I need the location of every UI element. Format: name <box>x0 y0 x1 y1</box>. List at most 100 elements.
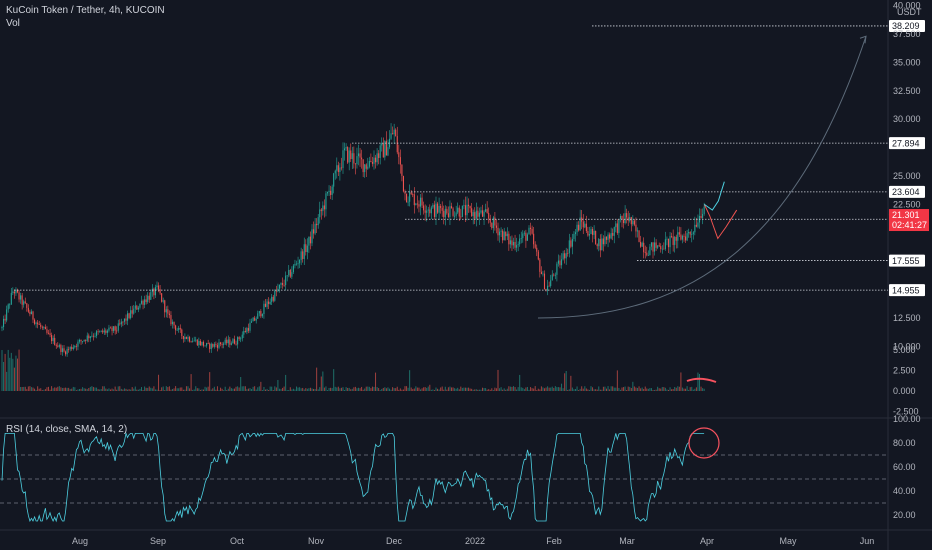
candle <box>27 304 29 314</box>
volume-bar <box>475 389 477 391</box>
candle <box>215 341 217 348</box>
candle-body <box>199 341 201 346</box>
candle-body <box>330 190 332 195</box>
candle <box>567 248 569 257</box>
candle-body <box>91 335 93 337</box>
candle-body <box>488 212 490 219</box>
volume-bar <box>657 386 659 391</box>
volume-bar <box>664 387 666 391</box>
volume-bar <box>633 386 635 391</box>
candle-body <box>323 205 325 210</box>
candle <box>226 336 228 346</box>
candle-body <box>193 340 195 342</box>
candle <box>548 281 550 287</box>
volume-bar <box>6 371 8 391</box>
candle <box>161 292 163 303</box>
candle <box>322 201 324 216</box>
candle-body <box>77 341 79 347</box>
candle-body <box>678 232 680 235</box>
candle <box>295 260 298 266</box>
candle <box>178 325 180 333</box>
volume-bar <box>325 386 327 391</box>
candle-body <box>652 242 654 252</box>
price-axis[interactable]: 38.20927.89423.60421.19017.55514.95521.3… <box>889 0 929 520</box>
candle <box>393 123 395 144</box>
candle <box>65 350 67 357</box>
volume-bar <box>317 389 319 391</box>
volume-bar <box>443 389 445 391</box>
volume-bar <box>230 388 232 391</box>
volume-bar <box>303 389 305 391</box>
volume-bar <box>427 386 429 391</box>
volume-bar <box>502 389 504 391</box>
candle <box>469 205 471 213</box>
candle-body <box>134 305 136 309</box>
volume-bar <box>80 388 82 391</box>
candle-body <box>481 210 484 217</box>
candle-body <box>120 321 122 325</box>
candle-body <box>89 336 91 339</box>
candle <box>685 231 687 243</box>
candle-body <box>466 204 468 216</box>
candle <box>506 227 508 240</box>
candle-body <box>418 204 420 207</box>
candle-body <box>499 231 501 236</box>
candle <box>688 228 690 238</box>
volume-bar <box>130 389 132 391</box>
level-badge-label: 27.894 <box>892 138 920 148</box>
candle-body <box>334 170 336 174</box>
candle <box>691 229 693 243</box>
candle <box>621 215 623 228</box>
candle-body <box>66 349 68 355</box>
candle-body <box>286 275 288 277</box>
candle <box>12 287 14 296</box>
volume-bar <box>342 387 344 391</box>
candle-body <box>613 227 615 236</box>
candle <box>399 149 401 174</box>
volume-bar <box>103 386 105 391</box>
volume-bar <box>69 388 71 391</box>
volume-bar <box>241 386 243 391</box>
candle-body <box>266 301 268 307</box>
candle-body <box>464 205 466 216</box>
volume-bar <box>254 386 256 391</box>
candle-body <box>512 241 515 246</box>
candle <box>227 335 229 348</box>
volume-bar <box>212 388 214 391</box>
candle-body <box>83 339 85 342</box>
candle <box>325 191 327 217</box>
volume-pane[interactable] <box>1 349 717 391</box>
volume-bar <box>251 389 253 391</box>
candle-body <box>263 303 265 314</box>
price-pane[interactable] <box>1 25 888 357</box>
volume-bar <box>192 389 194 391</box>
time-axis[interactable]: Aug Sep Oct Nov Dec 2022 Feb Mar Apr May Jun <box>72 536 874 546</box>
candle-body <box>133 308 135 314</box>
candle <box>519 234 521 247</box>
candle <box>243 326 245 339</box>
candle-body <box>289 269 291 277</box>
candle <box>512 237 515 249</box>
rsi-pane[interactable] <box>0 427 888 523</box>
volume-bar <box>316 367 318 391</box>
candle-body <box>556 263 558 275</box>
candle <box>531 225 533 235</box>
candle <box>229 337 231 348</box>
candle <box>561 253 563 269</box>
candle <box>702 208 704 225</box>
candle <box>66 346 68 357</box>
candle-body <box>590 229 592 235</box>
volume-bar <box>700 386 702 391</box>
candle-body <box>357 153 360 157</box>
candle <box>571 233 573 255</box>
candle-body <box>189 337 191 342</box>
volume-bar <box>415 386 417 391</box>
candle-body <box>381 143 383 146</box>
candle-body <box>480 210 482 213</box>
candle-body <box>154 287 156 296</box>
candle-body <box>573 234 575 239</box>
volume-bar <box>213 386 215 391</box>
volume-bar <box>72 386 74 391</box>
